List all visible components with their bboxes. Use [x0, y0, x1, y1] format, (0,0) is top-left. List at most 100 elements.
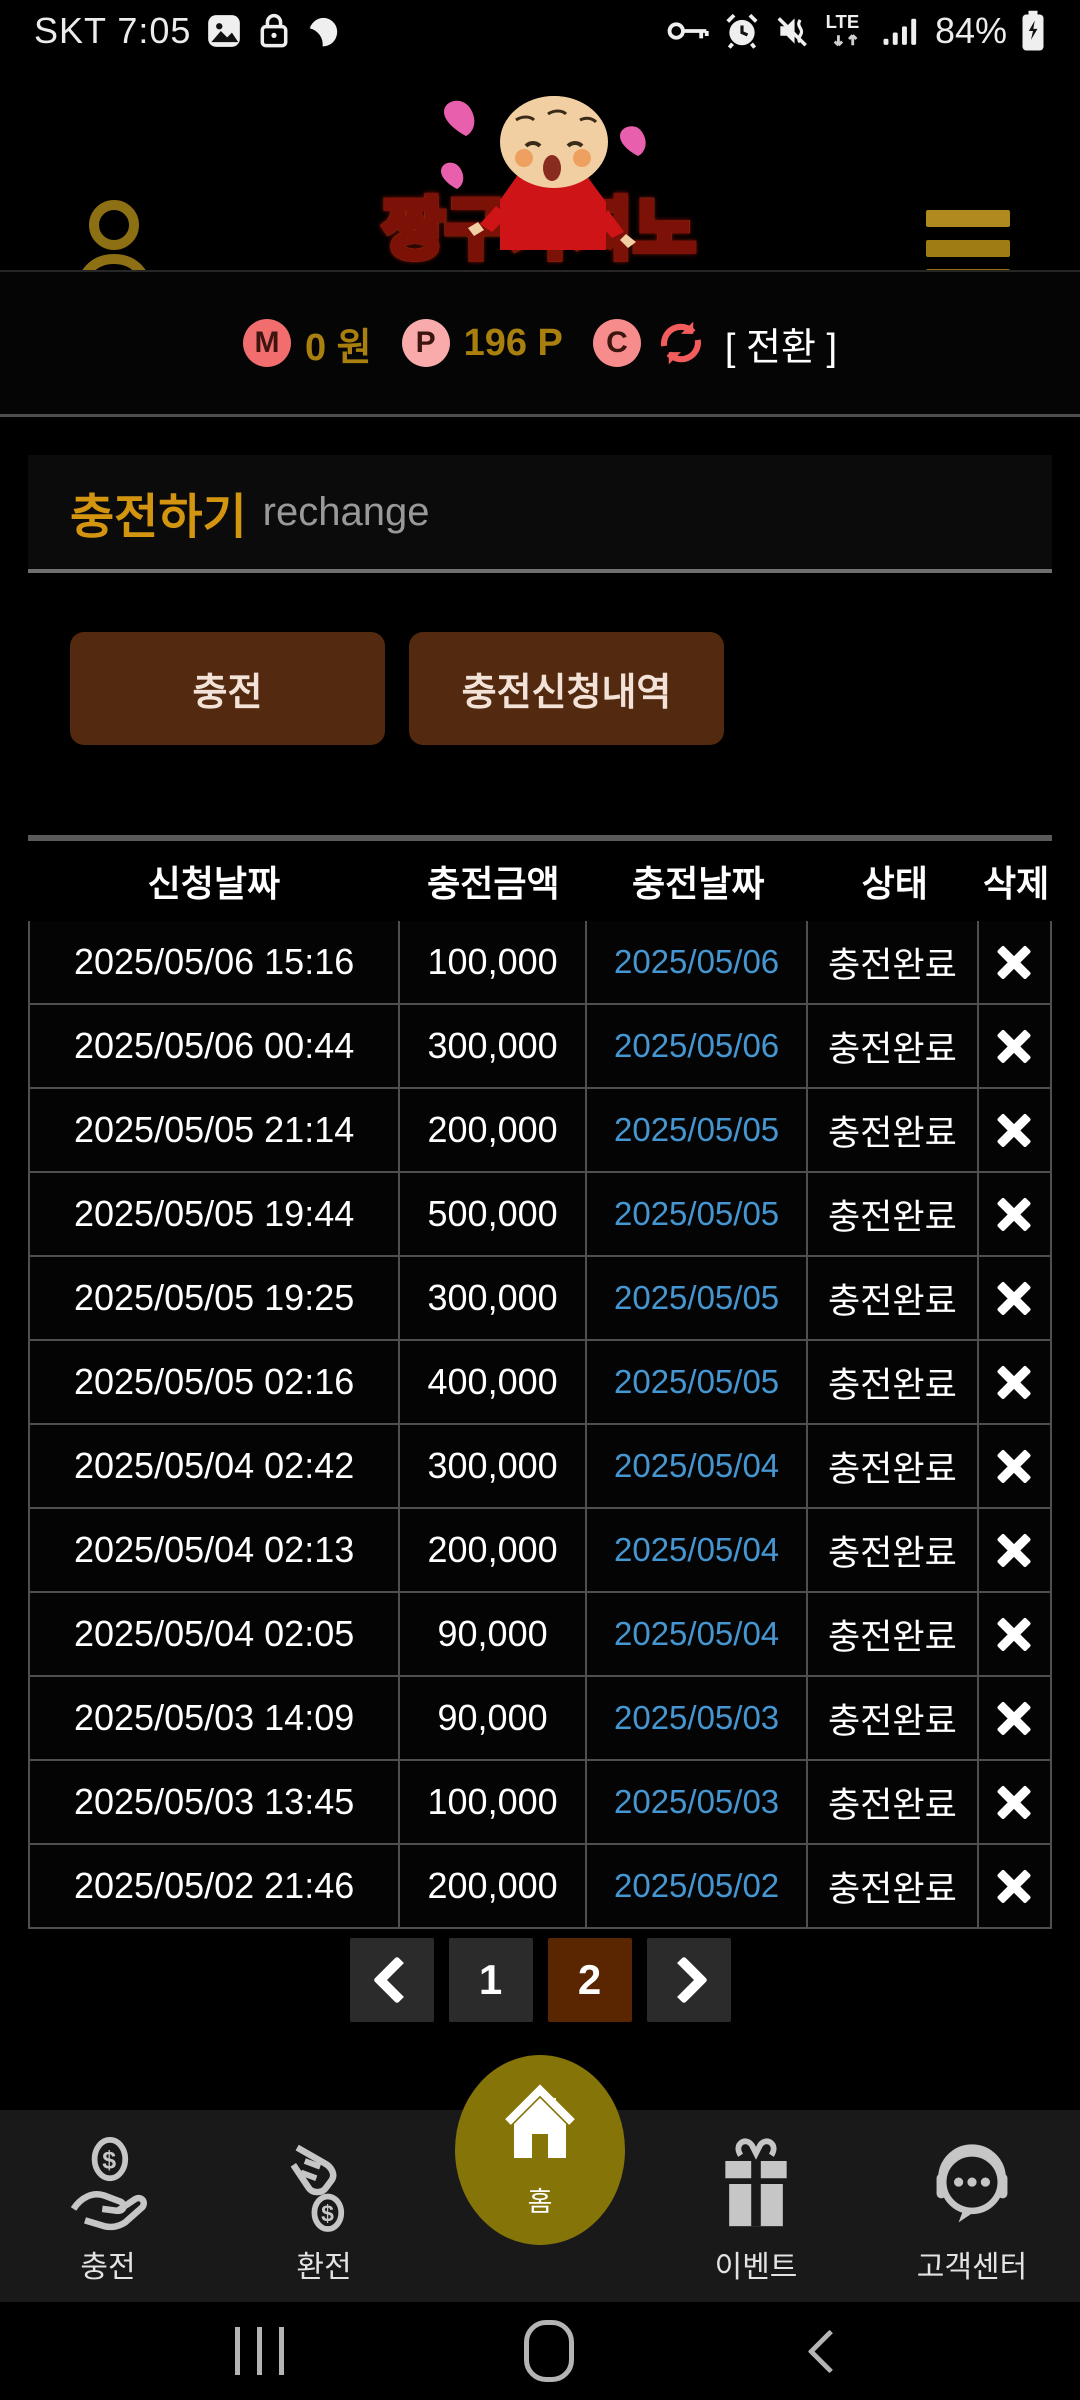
col-charge-date: 충전날짜: [631, 863, 765, 904]
page-1-button[interactable]: 1: [448, 1938, 533, 2022]
request-date-cell: 2025/05/06 15:16: [30, 921, 401, 1003]
money-badge: M: [242, 319, 291, 367]
system-icons: LTE 84%: [666, 10, 1046, 52]
charge-date-link[interactable]: 2025/05/05: [587, 1089, 809, 1171]
table-row: 2025/05/05 19:25 300,000 2025/05/05 충전완료: [28, 1257, 1052, 1341]
status-cell: 충전완료: [808, 1257, 979, 1339]
point-value: 196 P: [463, 321, 563, 364]
nav-charge[interactable]: $ 충전: [0, 2136, 216, 2302]
lock-icon: [260, 13, 288, 48]
status-cell: 충전완료: [808, 1425, 979, 1507]
delete-row-icon[interactable]: [996, 1028, 1032, 1064]
charge-date-link[interactable]: 2025/05/03: [587, 1761, 809, 1843]
delete-row-icon[interactable]: [996, 1448, 1032, 1484]
charge-date-link[interactable]: 2025/05/05: [587, 1173, 809, 1255]
coin-hand-icon: $: [62, 2136, 154, 2232]
charge-date-link[interactable]: 2025/05/03: [587, 1677, 809, 1759]
hand-coin-icon: $: [278, 2136, 370, 2232]
request-date-cell: 2025/05/05 19:25: [30, 1257, 401, 1339]
page-subtitle: rechange: [262, 489, 430, 534]
carrier-time: SKT 7:05: [34, 10, 192, 51]
status-cell: 충전완료: [808, 1089, 979, 1171]
home-pill-icon[interactable]: [524, 2320, 574, 2382]
refresh-icon[interactable]: [655, 317, 707, 369]
next-page-button[interactable]: [646, 1938, 731, 2022]
nav-event[interactable]: 이벤트: [648, 2136, 864, 2302]
amount-cell: 300,000: [400, 1425, 587, 1507]
charge-date-link[interactable]: 2025/05/05: [587, 1341, 809, 1423]
delete-row-icon[interactable]: [996, 944, 1032, 980]
table-row: 2025/05/03 13:45 100,000 2025/05/03 충전완료: [28, 1761, 1052, 1845]
amount-cell: 200,000: [400, 1089, 587, 1171]
pagination: 1 2: [0, 1938, 1080, 2022]
charge-date-link[interactable]: 2025/05/02: [587, 1845, 809, 1927]
delete-row-icon[interactable]: [996, 1616, 1032, 1652]
logo-character: [441, 96, 646, 250]
mute-vibrate-icon: [777, 17, 807, 47]
prev-page-button[interactable]: [349, 1938, 434, 2022]
nav-home-label: 홈: [527, 2186, 553, 2217]
back-icon[interactable]: [807, 2329, 852, 2373]
col-amount: 충전금액: [427, 863, 560, 904]
nav-exchange-label: 환전: [296, 2251, 352, 2284]
status-cell: 충전완료: [808, 1173, 979, 1255]
amount-cell: 500,000: [400, 1173, 587, 1255]
table-row: 2025/05/03 14:09 90,000 2025/05/03 충전완료: [28, 1677, 1052, 1761]
gift-icon: [710, 2136, 802, 2232]
delete-row-icon[interactable]: [996, 1868, 1032, 1904]
amount-cell: 200,000: [400, 1509, 587, 1591]
status-cell: 충전완료: [808, 1761, 979, 1843]
charge-date-link[interactable]: 2025/05/05: [587, 1257, 809, 1339]
table-row: 2025/05/02 21:46 200,000 2025/05/02 충전완료: [28, 1845, 1052, 1929]
request-date-cell: 2025/05/04 02:05: [30, 1593, 401, 1675]
heart-icon: [444, 100, 475, 136]
svg-text:LTE: LTE: [826, 11, 860, 32]
nav-home[interactable]: 홈: [455, 2055, 625, 2245]
table-row: 2025/05/05 21:14 200,000 2025/05/05 충전완료: [28, 1089, 1052, 1173]
key-icon: [667, 22, 709, 40]
charge-date-link[interactable]: 2025/05/04: [587, 1593, 809, 1675]
page-2-button[interactable]: 2: [547, 1938, 632, 2022]
charge-date-link[interactable]: 2025/05/06: [587, 1005, 809, 1087]
delete-row-icon[interactable]: [996, 1280, 1032, 1316]
amount-cell: 300,000: [400, 1005, 587, 1087]
chevron-right-icon: [659, 1955, 708, 2005]
col-delete: 삭제: [983, 863, 1050, 904]
svg-text:$: $: [321, 2200, 334, 2226]
app-header: 짱구카지노: [0, 62, 1080, 301]
chat-bubble-icon: [310, 17, 338, 47]
nav-exchange[interactable]: $ 환전: [216, 2136, 432, 2302]
table-row: 2025/05/04 02:05 90,000 2025/05/04 충전완료: [28, 1593, 1052, 1677]
amount-cell: 100,000: [400, 921, 587, 1003]
nav-support[interactable]: 고객센터: [864, 2136, 1080, 2302]
request-date-cell: 2025/05/02 21:46: [30, 1845, 401, 1927]
amount-cell: 90,000: [400, 1593, 587, 1675]
charge-button[interactable]: 충전: [70, 632, 385, 745]
request-date-cell: 2025/05/05 02:16: [30, 1341, 401, 1423]
delete-row-icon[interactable]: [996, 1532, 1032, 1568]
home-icon: [505, 2083, 575, 2158]
svg-text:$: $: [102, 2147, 116, 2175]
convert-button[interactable]: [ 전환 ]: [724, 326, 838, 369]
charge-date-link[interactable]: 2025/05/04: [587, 1509, 809, 1591]
table-row: 2025/05/04 02:42 300,000 2025/05/04 충전완료: [28, 1425, 1052, 1509]
request-date-cell: 2025/05/04 02:42: [30, 1425, 401, 1507]
status-cell: 충전완료: [808, 1593, 979, 1675]
status-cell: 충전완료: [808, 1509, 979, 1591]
amount-cell: 200,000: [400, 1845, 587, 1927]
delete-row-icon[interactable]: [996, 1196, 1032, 1232]
charge-history-button[interactable]: 충전신청내역: [409, 632, 724, 745]
recents-icon[interactable]: [235, 2327, 284, 2375]
col-status: 상태: [861, 863, 928, 904]
delete-row-icon[interactable]: [996, 1700, 1032, 1736]
table-row: 2025/05/06 00:44 300,000 2025/05/06 충전완료: [28, 1005, 1052, 1089]
delete-row-icon[interactable]: [996, 1364, 1032, 1400]
delete-row-icon[interactable]: [996, 1784, 1032, 1820]
balance-bar: M 0 원 P 196 P C [ 전환 ]: [0, 270, 1080, 417]
table-row: 2025/05/04 02:13 200,000 2025/05/04 충전완료: [28, 1509, 1052, 1593]
delete-row-icon[interactable]: [996, 1112, 1032, 1148]
charge-date-link[interactable]: 2025/05/04: [587, 1425, 809, 1507]
status-cell: 충전완료: [808, 1677, 979, 1759]
charge-date-link[interactable]: 2025/05/06: [587, 921, 809, 1003]
nav-support-label: 고객센터: [916, 2251, 1028, 2284]
